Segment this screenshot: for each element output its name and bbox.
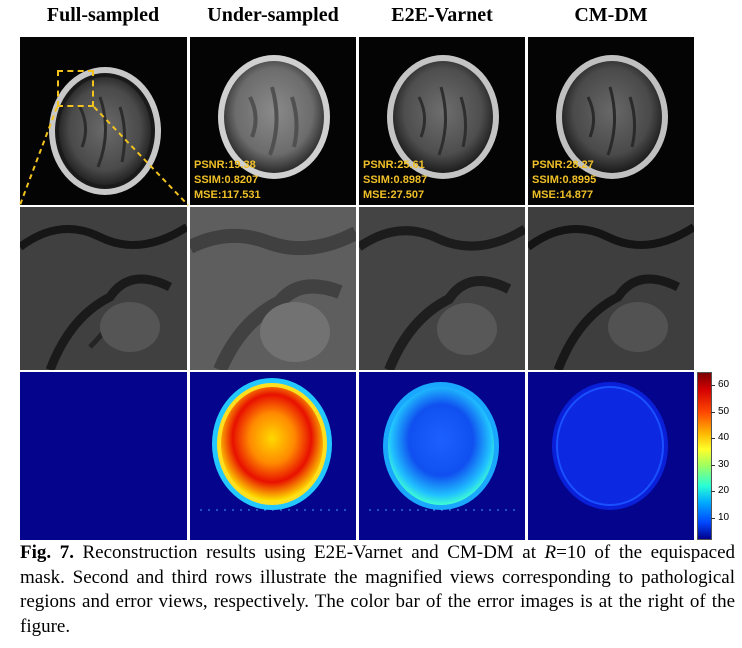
colorbar-tickmark — [711, 412, 715, 413]
error-colorbar — [697, 372, 712, 540]
error-map-full-sampled — [20, 372, 187, 540]
colorbar-tickmark — [711, 491, 715, 492]
colorbar-tickmark — [711, 465, 715, 466]
colorbar-tickmark — [711, 385, 715, 386]
magnified-view-full-sampled — [20, 207, 187, 370]
colorbar-tick-label: 60 — [718, 379, 729, 390]
colorbar-tick-label: 20 — [718, 485, 729, 496]
colorbar-tick-label: 10 — [718, 512, 729, 523]
colorbar-tick-label: 40 — [718, 432, 729, 443]
error-map-e2e-varnet — [359, 372, 525, 540]
caption-variable: R — [545, 542, 557, 563]
colorbar-tickmark — [711, 518, 715, 519]
caption-text-before: Reconstruction results using E2E-Varnet … — [74, 542, 545, 563]
colorbar-tickmark — [711, 438, 715, 439]
colorbar-tick-label: 50 — [718, 406, 729, 417]
magnified-view-under-sampled — [190, 207, 356, 370]
magnified-view-cm-dm — [528, 207, 694, 370]
figure-caption: Fig. 7. Reconstruction results using E2E… — [20, 541, 735, 639]
error-map-under-sampled — [190, 372, 356, 540]
error-map-cm-dm — [528, 372, 694, 540]
figure-label: Fig. 7. — [20, 542, 74, 563]
colorbar-tick-label: 30 — [718, 459, 729, 470]
magnified-view-e2e-varnet — [359, 207, 525, 370]
